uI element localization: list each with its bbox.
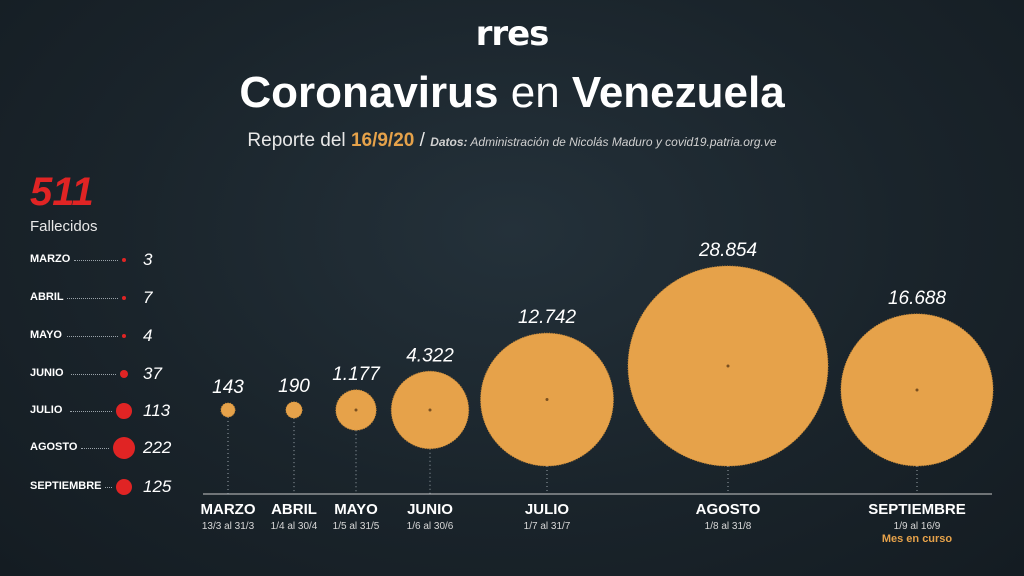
deaths-row: JUNIO 37 [30,364,190,384]
month-label: JULIO [525,501,570,518]
deaths-month-label: MAYO [30,329,62,341]
deaths-month-label: ABRIL [30,291,64,303]
source-note: Datos: Administración de Nicolás Maduro … [430,135,776,149]
source-text: Administración de Nicolás Maduro y covid… [470,135,777,149]
date-range-label: 1/4 al 30/4 [271,521,318,532]
bubble-center [726,364,730,368]
deaths-value: 125 [143,477,172,496]
deaths-dot [113,437,135,459]
title-part-2: en [510,68,560,117]
bubble-value-label: 1.177 [332,364,381,385]
deaths-month-label: JUNIO [30,367,64,379]
month-label: MAYO [334,501,378,518]
bubble-value-label: 190 [278,376,310,397]
deaths-month-label: AGOSTO [30,441,78,453]
title-part-1: Coronavirus [239,68,499,117]
deaths-row: ABRIL 7 [30,288,190,308]
deaths-value: 222 [143,438,172,457]
deaths-dot [119,369,129,379]
month-label: AGOSTO [696,501,761,518]
deaths-value: 113 [143,401,171,420]
bubble [285,401,303,419]
leader-dots [70,411,113,412]
deaths-row: MARZO 3 [30,250,190,270]
leader-dots [71,374,116,375]
bubble-center [428,408,432,412]
deaths-dot [116,403,132,419]
page-title: Coronavirus en Venezuela [0,68,1024,118]
bubble-center [354,408,358,412]
month-label: JUNIO [407,501,453,518]
bubble-value-label: 12.742 [518,307,577,328]
bubble [220,402,236,418]
date-range-label: 1/5 al 31/5 [333,521,380,532]
bubble-center [545,398,549,402]
leader-dots [67,336,118,337]
date-range-label: 13/3 al 31/3 [202,521,255,532]
date-range-label: 1/8 al 31/8 [705,521,752,532]
bubble-value-label: 143 [212,377,244,398]
deaths-value: 3 [143,250,153,269]
date-range-label: 1/9 al 16/9 [894,521,941,532]
date-range-label: 1/7 al 31/7 [524,521,571,532]
deaths-value: 37 [143,364,162,383]
deaths-row: SEPTIEMBRE 125 [30,477,190,497]
leader-dots [105,487,112,488]
rres-logo: rres [475,14,550,54]
current-month-note: Mes en curso [882,533,953,545]
subtitle-separator: / [419,130,425,151]
deaths-row: AGOSTO 222 [30,437,190,459]
deaths-total: 511 [30,170,94,214]
date-range-label: 1/6 al 30/6 [407,521,454,532]
deaths-row: MAYO 4 [30,326,190,346]
deaths-month-label: MARZO [30,253,71,265]
source-label: Datos: [430,135,468,149]
month-label: SEPTIEMBRE [868,501,966,518]
deaths-month-label: JULIO [30,404,63,416]
report-subtitle: Reporte del 16/9/20 / Datos: Administrac… [0,130,1024,152]
leader-dots [67,298,118,299]
deaths-dot [115,478,133,496]
report-label: Reporte del [247,130,346,151]
deaths-dot [122,334,126,338]
deaths-month-label: SEPTIEMBRE [30,480,102,492]
month-label: MARZO [201,501,256,518]
bubble-value-label: 4.322 [406,345,454,366]
leader-dots [74,260,118,261]
leader-dots [81,448,109,449]
deaths-dot [122,296,126,300]
bubble-center [915,388,919,392]
deaths-dot [122,258,126,262]
month-label: ABRIL [271,501,317,518]
bubble-value-label: 16.688 [888,288,947,309]
deaths-label: Fallecidos [30,218,98,235]
report-date: 16/9/20 [350,130,415,151]
bubble-value-label: 28.854 [698,240,757,261]
deaths-value: 7 [143,288,153,307]
deaths-value: 4 [143,326,153,345]
title-part-3: Venezuela [571,68,785,117]
deaths-row: JULIO 113 [30,401,190,421]
